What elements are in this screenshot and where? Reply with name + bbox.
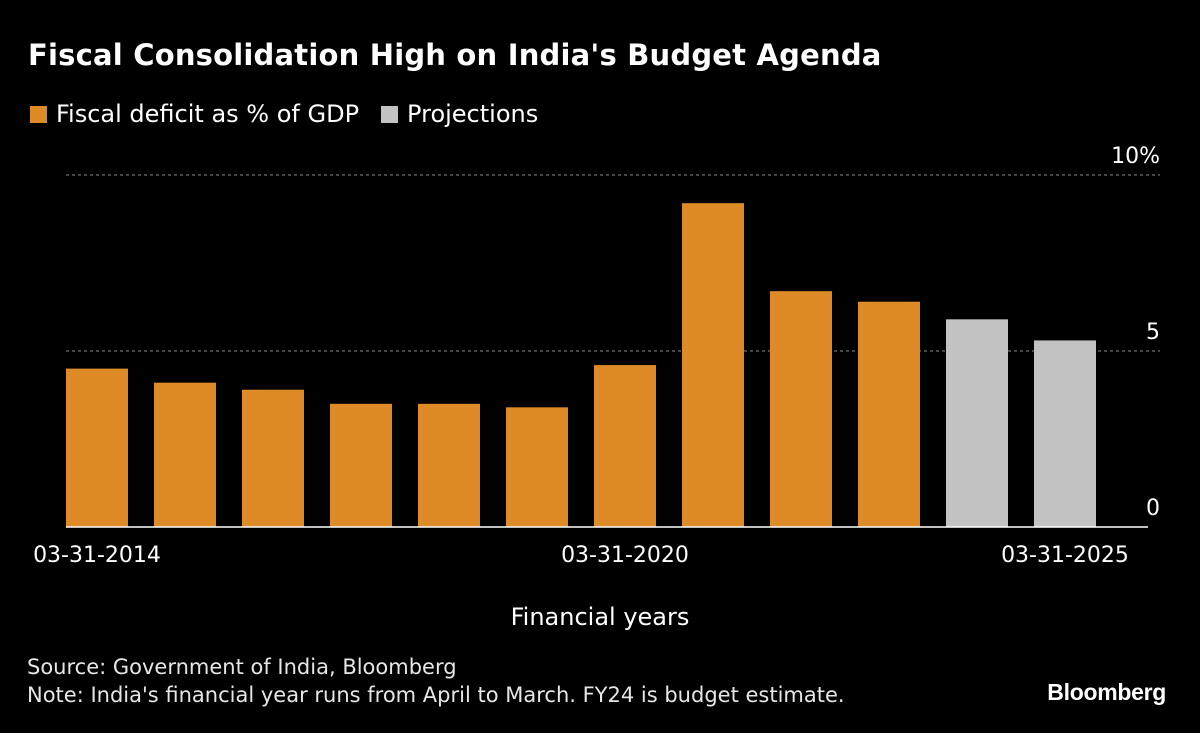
source-note: Source: Government of India, Bloomberg: [27, 655, 457, 679]
y-tick-label-2: 10%: [1111, 144, 1160, 169]
bar-03-31-2022: [770, 291, 832, 527]
bar-03-31-2025: [1034, 340, 1096, 527]
legend-label-projections: Projections: [407, 100, 539, 128]
bar-03-31-2014: [66, 368, 128, 527]
footnote: Note: India's financial year runs from A…: [27, 683, 845, 707]
legend-swatch-actual: [30, 105, 47, 123]
bar-03-31-2019: [506, 407, 568, 527]
bar-03-31-2017: [330, 403, 392, 527]
bar-03-31-2016: [242, 389, 304, 527]
legend-label-actual: Fiscal deficit as % of GDP: [56, 100, 360, 128]
x-tick-label-1: 03-31-2020: [561, 543, 689, 568]
y-tick-label-1: 5: [1146, 320, 1160, 345]
y-tick-label-0: 0: [1146, 496, 1160, 521]
chart-title: Fiscal Consolidation High on India's Bud…: [28, 38, 882, 72]
x-axis-title: Financial years: [510, 603, 690, 631]
legend: Fiscal deficit as % of GDP Projections: [30, 100, 560, 128]
bar-03-31-2018: [418, 403, 480, 527]
legend-item-projections: Projections: [381, 100, 538, 128]
bloomberg-logo: Bloomberg: [1047, 679, 1166, 705]
legend-item-actual: Fiscal deficit as % of GDP: [30, 100, 359, 128]
bar-03-31-2024: [946, 319, 1008, 527]
bar-03-31-2015: [154, 382, 216, 527]
x-tick-label-2: 03-31-2025: [1001, 543, 1129, 568]
bar-03-31-2023: [858, 301, 920, 527]
legend-swatch-projections: [381, 105, 399, 123]
x-tick-label-0: 03-31-2014: [33, 543, 161, 568]
bar-03-31-2021: [682, 203, 744, 527]
bar-03-31-2020: [594, 365, 656, 527]
